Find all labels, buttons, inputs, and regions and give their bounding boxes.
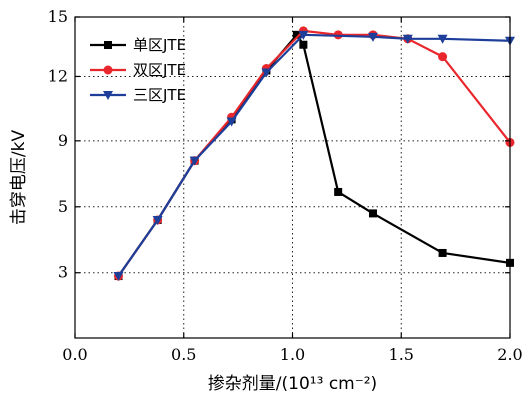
data-point — [299, 40, 308, 49]
legend-label: 双区JTE — [133, 61, 186, 79]
y-tick-label: 12 — [48, 66, 68, 85]
legend-item: 双区JTE — [90, 61, 186, 79]
data-point — [298, 30, 309, 40]
grid-lines — [75, 17, 510, 338]
data-point — [113, 272, 124, 282]
x-tick-label: 1.5 — [389, 345, 414, 364]
series-layer — [113, 26, 515, 282]
legend-swatch-marker — [103, 91, 113, 100]
x-axis-title: 掺杂剂量/(10¹³ cm⁻²) — [208, 374, 377, 394]
data-point — [189, 156, 200, 166]
data-point — [261, 68, 272, 78]
axis-ticks: 0.0 0.5 1.0 1.5 2.0 3 5 9 12 15 — [48, 7, 523, 364]
x-tick-label: 1.0 — [280, 345, 305, 364]
x-tick-label: 0.0 — [62, 345, 87, 364]
data-point — [334, 187, 343, 196]
y-tick-label: 9 — [58, 131, 68, 150]
legend-label: 单区JTE — [133, 36, 186, 54]
data-point — [226, 117, 237, 127]
data-point — [292, 30, 301, 39]
series-3 — [113, 30, 515, 282]
data-point — [437, 34, 448, 44]
data-point — [438, 52, 448, 62]
legend-item: 单区JTE — [90, 36, 186, 54]
data-point — [402, 34, 413, 44]
data-point — [152, 215, 163, 225]
y-tick-label: 15 — [48, 7, 68, 26]
legend-swatch-marker — [104, 41, 112, 49]
x-tick-label: 2.0 — [497, 345, 522, 364]
legend: 单区JTE 双区JTE 三区JTE — [90, 36, 186, 104]
y-tick-label: 5 — [58, 197, 68, 216]
data-point — [367, 32, 378, 42]
data-point — [438, 248, 447, 257]
legend-swatch-marker — [103, 65, 113, 75]
legend-label: 三区JTE — [133, 86, 186, 104]
data-point — [368, 209, 377, 218]
y-axis-title: 击穿电压/kV — [9, 130, 29, 226]
legend-item: 三区JTE — [90, 86, 186, 104]
series-line — [117, 33, 511, 277]
y-tick-label: 3 — [58, 263, 68, 282]
x-tick-label: 0.5 — [171, 345, 196, 364]
